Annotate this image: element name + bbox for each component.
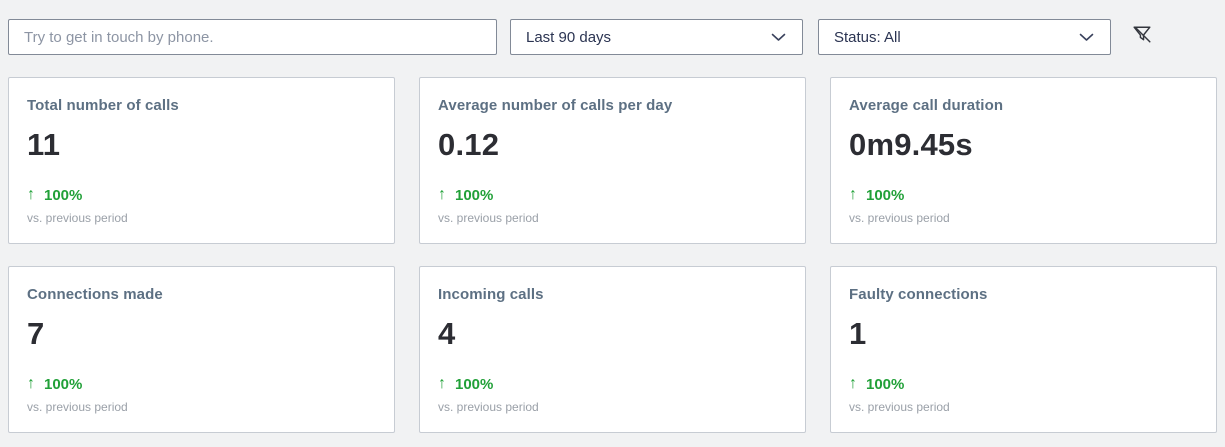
status-value: Status: All <box>834 28 901 46</box>
stat-card-total-calls: Total number of calls 11 ↑ 100% vs. prev… <box>8 77 395 244</box>
clear-filters-button[interactable] <box>1128 23 1156 51</box>
trend-up-icon: ↑ <box>438 375 446 392</box>
card-comparison: vs. previous period <box>438 400 539 414</box>
card-comparison: vs. previous period <box>849 211 950 225</box>
delta-percent: 100% <box>44 375 83 393</box>
card-delta: ↑ 100% <box>27 186 376 204</box>
card-comparison: vs. previous period <box>27 211 128 225</box>
trend-up-icon: ↑ <box>849 375 857 392</box>
card-value: 7 <box>27 316 45 351</box>
card-title: Faulty connections <box>849 286 988 303</box>
card-delta: ↑ 100% <box>438 186 787 204</box>
stat-card-avg-call-duration: Average call duration 0m9.45s ↑ 100% vs.… <box>830 77 1217 244</box>
stat-card-incoming-calls: Incoming calls 4 ↑ 100% vs. previous per… <box>419 266 806 433</box>
card-comparison: vs. previous period <box>849 400 950 414</box>
card-title: Total number of calls <box>27 97 179 114</box>
chevron-down-icon <box>771 33 786 42</box>
stat-card-avg-calls-per-day: Average number of calls per day 0.12 ↑ 1… <box>419 77 806 244</box>
status-dropdown[interactable]: Status: All <box>818 19 1111 55</box>
delta-percent: 100% <box>455 375 494 393</box>
card-value: 11 <box>27 127 61 162</box>
delta-percent: 100% <box>866 375 905 393</box>
trend-up-icon: ↑ <box>438 186 446 203</box>
search-input[interactable] <box>8 19 497 55</box>
trend-up-icon: ↑ <box>27 375 35 392</box>
card-title: Average call duration <box>849 97 1004 114</box>
date-range-value: Last 90 days <box>526 28 612 46</box>
delta-percent: 100% <box>866 186 905 204</box>
card-comparison: vs. previous period <box>27 400 128 414</box>
card-value: 0.12 <box>438 127 500 162</box>
card-delta: ↑ 100% <box>849 375 1198 393</box>
trend-up-icon: ↑ <box>849 186 857 203</box>
chevron-down-icon <box>1079 33 1094 42</box>
card-value: 1 <box>849 316 867 351</box>
delta-percent: 100% <box>44 186 83 204</box>
card-delta: ↑ 100% <box>849 186 1198 204</box>
card-comparison: vs. previous period <box>438 211 539 225</box>
stat-card-connections-made: Connections made 7 ↑ 100% vs. previous p… <box>8 266 395 433</box>
card-delta: ↑ 100% <box>438 375 787 393</box>
card-title: Connections made <box>27 286 163 303</box>
stat-card-faulty-connections: Faulty connections 1 ↑ 100% vs. previous… <box>830 266 1217 433</box>
card-title: Average number of calls per day <box>438 97 673 114</box>
delta-percent: 100% <box>455 186 494 204</box>
card-delta: ↑ 100% <box>27 375 376 393</box>
filter-off-icon <box>1130 22 1155 52</box>
trend-up-icon: ↑ <box>27 186 35 203</box>
card-value: 0m9.45s <box>849 127 973 162</box>
date-range-dropdown[interactable]: Last 90 days <box>510 19 803 55</box>
stat-cards-grid: Total number of calls 11 ↑ 100% vs. prev… <box>8 77 1225 433</box>
card-title: Incoming calls <box>438 286 544 303</box>
filter-toolbar: Last 90 days Status: All <box>0 0 1225 55</box>
card-value: 4 <box>438 316 456 351</box>
